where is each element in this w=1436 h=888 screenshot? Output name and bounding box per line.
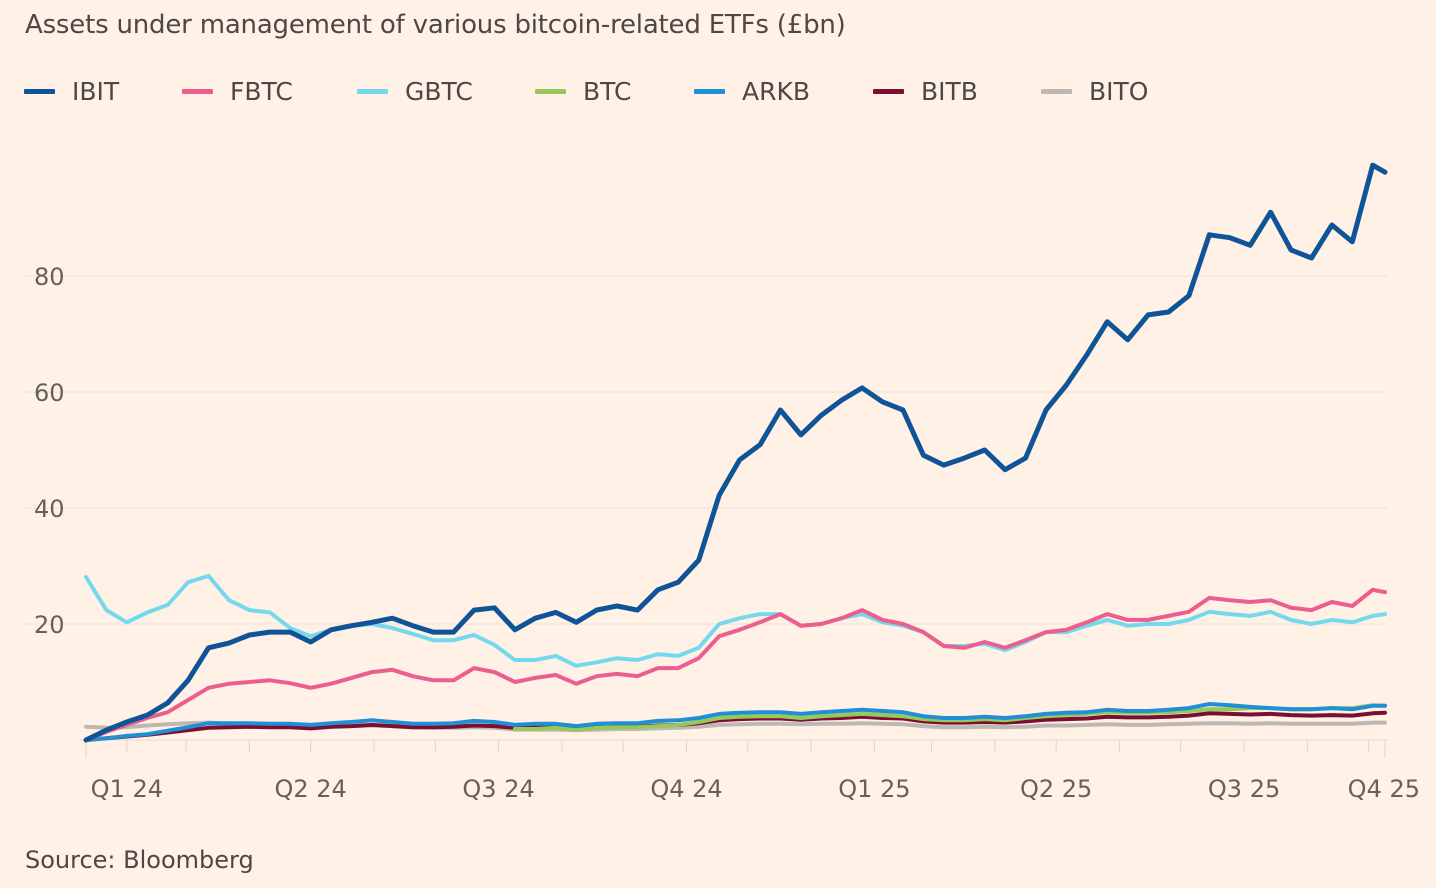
- x-tick-label: Q3 24: [462, 775, 534, 803]
- x-tick-label: Q2 25: [1020, 775, 1092, 803]
- legend-swatch: [694, 88, 725, 94]
- legend-swatch: [357, 88, 388, 94]
- series-line-arkb: [84, 702, 1387, 742]
- legend-swatch: [1041, 88, 1072, 94]
- x-tick-label: Q3 25: [1208, 775, 1280, 803]
- y-tick-label: 60: [34, 379, 65, 407]
- legend-item-bitb: BITB: [873, 74, 978, 108]
- legend-swatch: [24, 88, 55, 94]
- series-lines: [83, 162, 1388, 743]
- x-tick-label: Q1 24: [91, 775, 163, 803]
- y-axis: 20 40 60 80: [34, 263, 65, 639]
- legend-swatch: [535, 88, 566, 94]
- legend-item-ibit: IBIT: [24, 74, 119, 108]
- series-line-ibit: [83, 162, 1388, 743]
- legend-swatch: [182, 88, 213, 94]
- source-note: Source: Bloomberg: [25, 846, 254, 874]
- legend-swatch: [873, 88, 904, 94]
- legend-item-gbtc: GBTC: [357, 74, 473, 108]
- legend-item-fbtc: FBTC: [182, 74, 293, 108]
- y-tick-label: 40: [34, 495, 65, 523]
- x-tick-label: Q1 25: [838, 775, 910, 803]
- gridlines: [25, 275, 1388, 741]
- legend-label: BITB: [921, 76, 978, 106]
- x-tick-label: Q4 24: [650, 775, 722, 803]
- legend-item-arkb: ARKB: [694, 74, 810, 108]
- legend-label: GBTC: [405, 76, 473, 106]
- legend-item-btc: BTC: [535, 74, 631, 108]
- series-line-gbtc: [84, 573, 1387, 668]
- x-tick-label: Q2 24: [275, 775, 347, 803]
- legend-label: ARKB: [742, 76, 811, 106]
- x-axis: Q1 24 Q2 24 Q3 24 Q4 24 Q1 25 Q2 25 Q3 25 Q4 25: [85, 740, 1420, 803]
- series-line-bitb: [84, 710, 1387, 742]
- legend-label: BTC: [583, 76, 632, 106]
- y-tick-label: 20: [34, 611, 65, 639]
- chart-title: Assets under management of various bitco…: [25, 10, 846, 40]
- legend-label: BITO: [1089, 76, 1149, 106]
- x-tick-label: Q4 25: [1348, 775, 1420, 803]
- legend-label: FBTC: [230, 76, 293, 106]
- legend-label: IBIT: [72, 76, 120, 106]
- legend-item-bito: BITO: [1041, 74, 1148, 108]
- series-line-fbtc: [84, 587, 1387, 742]
- y-tick-label: 80: [34, 263, 65, 291]
